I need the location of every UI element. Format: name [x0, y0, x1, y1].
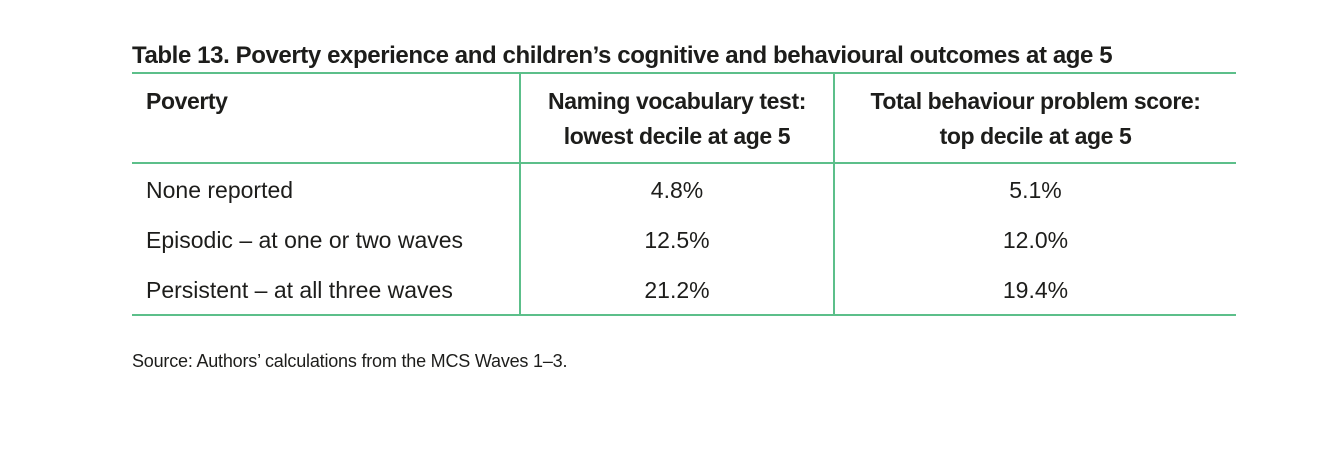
- behaviour-value: 19.4%: [833, 265, 1236, 315]
- row-label: Persistent – at all three waves: [146, 277, 453, 303]
- row-label: None reported: [146, 177, 294, 203]
- vocab-value: 21.2%: [519, 265, 834, 315]
- header-behaviour-problem-line2: top decile at age 5: [939, 123, 1132, 149]
- header-behaviour-problem-line1: Total behaviour problem score:: [870, 88, 1201, 114]
- source-note: Source: Authors’ calculations from the M…: [132, 351, 568, 371]
- header-naming-vocabulary-line1: Naming vocabulary test:: [548, 88, 806, 114]
- behaviour-value: 5.1%: [833, 163, 1236, 215]
- header-behaviour-problem: Total behaviour problem score: top decil…: [833, 73, 1236, 164]
- table-row: None reported 4.8% 5.1%: [132, 163, 1236, 215]
- table-header-row: Poverty Naming vocabulary test: lowest d…: [132, 73, 1236, 164]
- header-poverty: Poverty: [132, 73, 520, 164]
- row-label: Episodic – at one or two waves: [146, 227, 464, 253]
- table-row: Episodic – at one or two waves 12.5% 12.…: [132, 215, 1236, 265]
- header-naming-vocabulary-line2: lowest decile at age 5: [563, 123, 791, 149]
- table-title: Table 13. Poverty experience and childre…: [132, 42, 1113, 69]
- vocab-value: 4.8%: [519, 163, 834, 215]
- behaviour-value: 12.0%: [833, 215, 1236, 265]
- document-body: Table 13. Poverty experience and childre…: [132, 40, 1236, 316]
- table-row: Persistent – at all three waves 21.2% 19…: [132, 265, 1236, 315]
- header-naming-vocabulary: Naming vocabulary test: lowest decile at…: [519, 73, 834, 164]
- data-table: Poverty Naming vocabulary test: lowest d…: [132, 72, 1236, 316]
- vocab-value: 12.5%: [519, 215, 834, 265]
